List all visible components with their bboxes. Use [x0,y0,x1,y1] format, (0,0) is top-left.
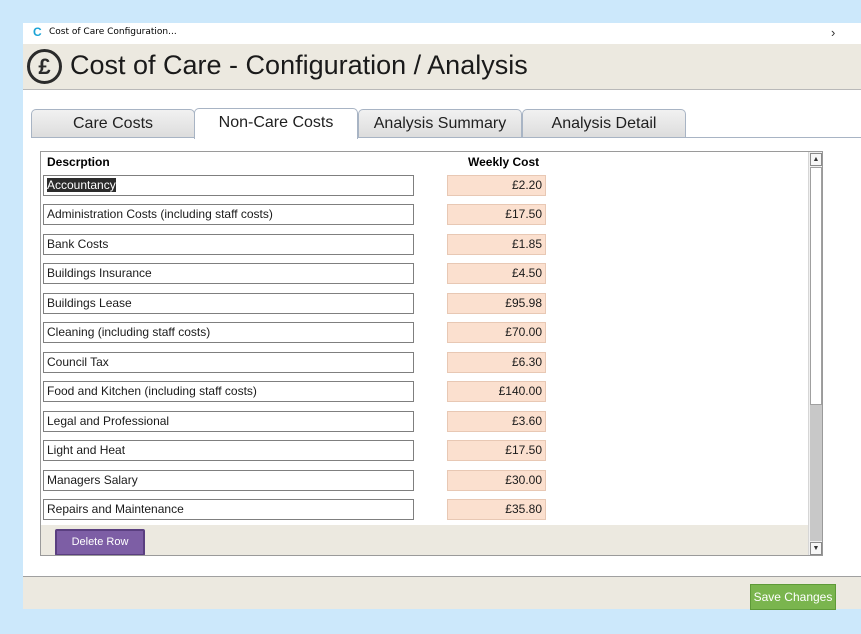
weekly-cost-field[interactable]: £17.50 [447,440,546,461]
tab-analysis-summary[interactable]: Analysis Summary [358,109,522,138]
footer-divider [23,576,861,577]
table-row: Food and Kitchen (including staff costs)… [41,381,561,403]
scrollbar-thumb[interactable] [810,167,822,405]
scroll-up-arrow-icon[interactable]: ▲ [810,153,822,166]
description-field[interactable]: Managers Salary [43,470,414,491]
page-header: £ Cost of Care - Configuration / Analysi… [23,44,861,89]
panel-footer: Delete Row [41,525,808,555]
weekly-cost-field[interactable]: £95.98 [447,293,546,314]
description-field[interactable]: Buildings Insurance [43,263,414,284]
description-field[interactable]: Repairs and Maintenance [43,499,414,520]
description-field[interactable]: Cleaning (including staff costs) [43,322,414,343]
weekly-cost-field[interactable]: £2.20 [447,175,546,196]
save-changes-button[interactable]: Save Changes [750,584,836,610]
tab-care-costs[interactable]: Care Costs [31,109,195,138]
tab-strip-line [31,137,861,138]
table-row: Managers Salary £30.00 [41,470,561,492]
description-field[interactable]: Light and Heat [43,440,414,461]
close-icon[interactable]: › [831,25,836,40]
description-field[interactable]: Buildings Lease [43,293,414,314]
vertical-scrollbar[interactable]: ▲ ▼ [808,152,822,555]
page-title: Cost of Care - Configuration / Analysis [70,50,528,80]
scrollbar-track[interactable] [810,405,822,541]
tab-non-care-costs[interactable]: Non-Care Costs [194,108,358,139]
weekly-cost-column-header: Weekly Cost [468,155,540,169]
app-logo-icon: C [33,25,42,39]
table-row: Cleaning (including staff costs) £70.00 [41,322,561,344]
pound-icon: £ [27,49,62,84]
weekly-cost-field[interactable]: £1.85 [447,234,546,255]
weekly-cost-field[interactable]: £140.00 [447,381,546,402]
weekly-cost-field[interactable]: £35.80 [447,499,546,520]
weekly-cost-field[interactable]: £6.30 [447,352,546,373]
description-column-header: Descrption [47,155,110,169]
description-field[interactable]: Administration Costs (including staff co… [43,204,414,225]
description-field[interactable]: Food and Kitchen (including staff costs) [43,381,414,402]
weekly-cost-field[interactable]: £3.60 [447,411,546,432]
table-row: Light and Heat £17.50 [41,440,561,462]
scroll-down-arrow-icon[interactable]: ▼ [810,542,822,555]
delete-row-button[interactable]: Delete Row [55,529,145,555]
title-bar: C Cost of Care Configuration... › [23,23,861,44]
costs-panel: Descrption Weekly Cost Accountancy £2.20… [40,151,823,556]
tab-analysis-detail[interactable]: Analysis Detail [522,109,686,138]
window-title: Cost of Care Configuration... [49,27,177,37]
table-row: Bank Costs £1.85 [41,234,561,256]
description-field[interactable]: Accountancy [43,175,414,196]
table-row: Repairs and Maintenance £35.80 [41,499,561,521]
description-field[interactable]: Legal and Professional [43,411,414,432]
table-row: Accountancy £2.20 [41,175,561,197]
footer-bar [23,577,861,609]
table-row: Council Tax £6.30 [41,352,561,374]
description-field[interactable]: Bank Costs [43,234,414,255]
description-field[interactable]: Council Tax [43,352,414,373]
header-divider [23,89,861,90]
weekly-cost-field[interactable]: £70.00 [447,322,546,343]
weekly-cost-field[interactable]: £4.50 [447,263,546,284]
description-text: Accountancy [47,178,116,192]
table-row: Buildings Insurance £4.50 [41,263,561,285]
table-row: Administration Costs (including staff co… [41,204,561,226]
table-row: Buildings Lease £95.98 [41,293,561,315]
table-row: Legal and Professional £3.60 [41,411,561,433]
weekly-cost-field[interactable]: £30.00 [447,470,546,491]
app-window: C Cost of Care Configuration... › £ Cost… [23,23,861,610]
weekly-cost-field[interactable]: £17.50 [447,204,546,225]
